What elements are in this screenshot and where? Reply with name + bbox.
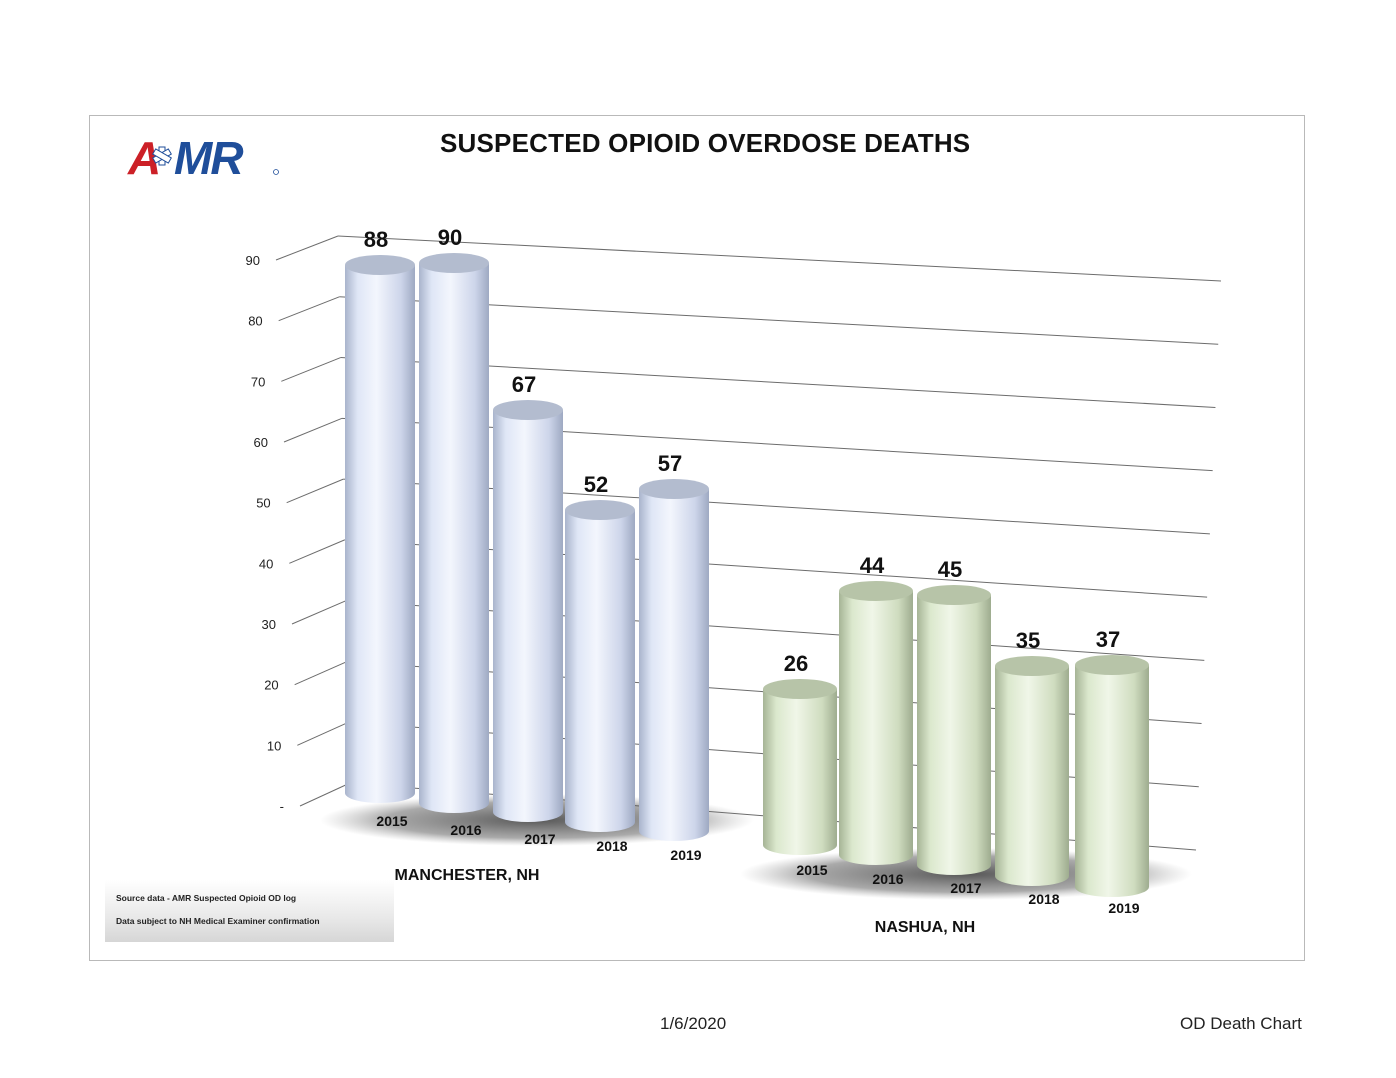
bar-value-label: 44	[860, 553, 885, 578]
bar-top	[839, 581, 913, 601]
bar	[565, 510, 635, 832]
y-tick-label: 80	[248, 314, 262, 329]
x-tick-label: 2015	[796, 862, 827, 878]
amr-logo: A MR	[127, 132, 279, 182]
side-grid-line	[289, 539, 345, 564]
bar-top	[493, 400, 563, 420]
y-tick-label: 30	[262, 617, 276, 632]
bar-top	[565, 500, 635, 520]
x-tick-label: 2019	[670, 847, 701, 863]
side-grid-line	[275, 235, 339, 261]
side-grid-line	[278, 296, 340, 322]
group-label: MANCHESTER, NH	[395, 867, 540, 884]
bar	[1075, 665, 1149, 897]
bar-value-label: 57	[658, 451, 682, 476]
back-grid-line	[345, 600, 1205, 661]
bar-value-label: 45	[938, 557, 962, 582]
x-tick-label: 2016	[872, 871, 903, 887]
bar	[639, 489, 709, 841]
bar	[345, 265, 415, 803]
bar-value-label: 52	[584, 472, 608, 497]
bar-top	[995, 656, 1069, 676]
y-tick-label: 50	[256, 496, 270, 511]
side-grid-line	[294, 660, 348, 686]
x-tick-label: 2018	[596, 838, 627, 854]
confirmation-note-line: Data subject to NH Medical Examiner conf…	[116, 916, 320, 926]
x-tick-label: 2017	[950, 880, 981, 896]
bar-value-label: 67	[512, 372, 536, 397]
bar-value-label: 26	[784, 651, 808, 676]
y-tick-label: 60	[254, 435, 268, 450]
x-tick-label: 2017	[524, 831, 555, 847]
back-grid-line	[337, 235, 1222, 282]
side-grid-line	[283, 417, 343, 443]
side-grid-line	[299, 782, 351, 807]
bar-value-label: 37	[1096, 627, 1120, 652]
chart-frame	[89, 115, 1305, 961]
bar	[419, 263, 489, 813]
bar	[493, 410, 563, 822]
bar-top	[639, 479, 709, 499]
side-grid-line	[286, 478, 344, 504]
x-tick-label: 2019	[1108, 900, 1139, 916]
bar-value-label: 90	[438, 225, 462, 250]
svg-text:MR: MR	[174, 132, 243, 182]
bar-top	[1075, 655, 1149, 675]
footer-label: OD Death Chart	[1180, 1014, 1302, 1033]
y-tick-label: -	[280, 799, 284, 814]
bar	[763, 689, 837, 855]
bar	[917, 595, 991, 875]
y-tick-label: 90	[246, 253, 260, 268]
chart-title: SUSPECTED OPIOID OVERDOSE DEATHS	[440, 128, 971, 158]
bar-value-label: 35	[1016, 628, 1040, 653]
bar-top	[345, 255, 415, 275]
x-tick-label: 2015	[376, 813, 407, 829]
source-notes: Source data - AMR Suspected Opioid OD lo…	[105, 880, 394, 942]
side-grid-line	[291, 600, 347, 625]
y-tick-label: 40	[259, 556, 273, 571]
x-tick-label: 2016	[450, 822, 481, 838]
bar	[839, 591, 913, 865]
source-note-line: Source data - AMR Suspected Opioid OD lo…	[116, 893, 297, 903]
side-grid-line	[297, 721, 349, 746]
x-tick-label: 2018	[1028, 891, 1059, 907]
y-tick-label: 70	[251, 374, 265, 389]
bar	[995, 666, 1069, 886]
bar-top	[419, 253, 489, 273]
group-label: NASHUA, NH	[875, 919, 975, 936]
bar-top	[763, 679, 837, 699]
footer-date: 1/6/2020	[660, 1014, 727, 1033]
y-tick-label: 10	[267, 738, 281, 753]
y-tick-label: 20	[264, 678, 278, 693]
side-grid-line	[281, 357, 341, 382]
bar-top	[917, 585, 991, 605]
bar-value-label: 88	[364, 227, 388, 252]
